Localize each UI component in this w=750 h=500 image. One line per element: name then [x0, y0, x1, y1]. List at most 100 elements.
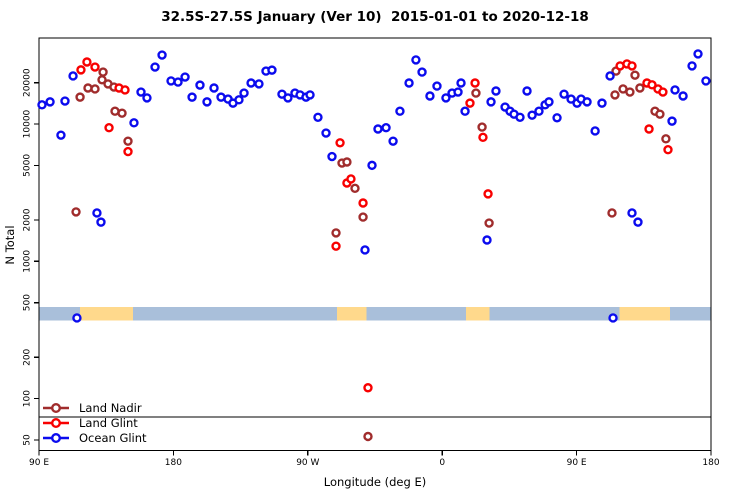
data-point-ocean-glint	[432, 81, 442, 91]
legend-item-ocean-glint: Ocean Glint	[42, 430, 147, 445]
data-point-land-glint	[123, 146, 133, 157]
data-point-land-nadir	[98, 67, 108, 77]
data-point-ocean-glint	[678, 91, 688, 101]
data-point-land-nadir	[117, 108, 127, 118]
data-point-ocean-glint	[187, 92, 197, 102]
data-point-ocean-glint	[425, 91, 435, 101]
x-tick-label: 0	[439, 458, 445, 468]
data-point-ocean-glint	[246, 78, 256, 88]
data-point-land-nadir	[655, 109, 665, 119]
land-glint-marker-icon	[43, 417, 69, 428]
data-point-land-glint	[90, 62, 100, 72]
data-point-land-nadir	[607, 208, 617, 218]
y-tick-label: 2000	[23, 208, 33, 231]
data-point-ocean-glint	[395, 106, 405, 116]
data-point-ocean-glint	[367, 160, 377, 171]
land-strip-segment	[80, 306, 134, 321]
data-point-land-nadir	[75, 92, 85, 102]
data-point-ocean-glint	[590, 126, 600, 136]
land-strip-segment	[465, 306, 490, 321]
x-axis-title: Longitude (deg E)	[323, 475, 427, 489]
y-tick-label: 200	[23, 348, 33, 365]
data-point-land-nadir	[331, 228, 341, 238]
data-point-ocean-glint	[534, 106, 544, 116]
data-point-ocean-glint	[441, 93, 451, 103]
legend-item-land-nadir: Land Nadir	[42, 400, 147, 415]
data-point-ocean-glint	[239, 88, 249, 98]
data-point-land-nadir	[363, 431, 373, 442]
data-point-ocean-glint	[72, 313, 82, 323]
data-point-land-glint	[346, 174, 356, 184]
data-point-land-nadir	[471, 88, 481, 98]
data-point-ocean-glint	[283, 93, 293, 103]
y-tick-label: 10000	[23, 109, 33, 138]
y-tick-label: 50	[23, 434, 33, 446]
y-axis-title: N Total	[3, 225, 17, 265]
x-tick-label: 90 W	[296, 458, 319, 468]
y-tick-label: 20000	[23, 68, 33, 97]
data-point-ocean-glint	[482, 235, 492, 245]
ocean-strip	[39, 306, 711, 321]
legend-label-land-nadir: Land Nadir	[79, 400, 142, 415]
data-point-land-nadir	[123, 136, 133, 146]
data-point-land-nadir	[635, 83, 645, 93]
y-tick-label: 1000	[23, 250, 33, 273]
data-point-ocean-glint	[267, 65, 277, 75]
data-point-ocean-glint	[627, 208, 637, 218]
data-point-land-nadir	[97, 75, 107, 85]
y-tick-label: 100	[23, 390, 33, 407]
data-point-land-glint	[663, 145, 673, 155]
data-point-ocean-glint	[180, 72, 190, 82]
data-point-ocean-glint	[321, 128, 331, 138]
data-point-ocean-glint	[670, 85, 680, 95]
data-point-land-glint	[647, 80, 657, 90]
data-point-land-nadir	[484, 218, 494, 228]
data-point-ocean-glint	[417, 67, 427, 77]
legend-label-ocean-glint: Ocean Glint	[79, 430, 147, 445]
data-point-ocean-glint	[522, 86, 532, 96]
data-point-land-nadir	[630, 70, 640, 80]
legend: Land Nadir Land Glint Ocean Glint	[42, 400, 147, 445]
data-point-ocean-glint	[667, 116, 677, 126]
data-point-ocean-glint	[597, 98, 607, 108]
data-point-ocean-glint	[305, 90, 315, 100]
data-point-land-glint	[335, 138, 345, 148]
data-point-ocean-glint	[411, 55, 421, 65]
data-point-ocean-glint	[45, 97, 55, 107]
data-point-ocean-glint	[173, 77, 183, 87]
data-point-ocean-glint	[460, 106, 470, 116]
data-point-ocean-glint	[693, 49, 703, 59]
data-point-ocean-glint	[388, 136, 398, 146]
data-point-ocean-glint	[254, 79, 264, 89]
data-point-land-glint	[478, 132, 488, 143]
data-point-land-nadir	[350, 183, 360, 194]
data-point-ocean-glint	[486, 97, 496, 107]
chart-title: 32.5S-27.5S January (Ver 10) 2015-01-01 …	[161, 9, 589, 25]
data-point-land-glint	[363, 383, 373, 393]
data-point-ocean-glint	[456, 78, 466, 88]
land-strip-segment	[619, 306, 670, 321]
data-point-ocean-glint	[234, 95, 244, 105]
data-point-ocean-glint	[360, 245, 370, 255]
data-point-ocean-glint	[373, 124, 383, 134]
land-strip-segment	[336, 306, 367, 321]
data-point-ocean-glint	[129, 118, 139, 128]
data-point-land-glint	[76, 65, 86, 75]
ocean-glint-marker-icon	[43, 432, 69, 443]
data-point-ocean-glint	[166, 76, 176, 86]
data-point-land-nadir	[661, 134, 671, 144]
data-point-land-nadir	[477, 122, 487, 132]
x-tick-label: 180	[165, 458, 182, 468]
data-point-land-glint	[483, 189, 493, 199]
data-point-ocean-glint	[559, 89, 569, 99]
legend-item-land-glint: Land Glint	[42, 415, 147, 430]
data-point-ocean-glint	[605, 71, 615, 81]
data-point-ocean-glint	[515, 112, 525, 122]
data-point-ocean-glint	[544, 97, 554, 107]
data-point-ocean-glint	[195, 80, 205, 90]
data-point-ocean-glint	[527, 110, 537, 120]
y-tick-label: 500	[23, 294, 33, 311]
legend-label-land-glint: Land Glint	[79, 415, 138, 430]
data-point-land-glint	[644, 124, 654, 134]
data-point-land-glint	[120, 85, 130, 95]
